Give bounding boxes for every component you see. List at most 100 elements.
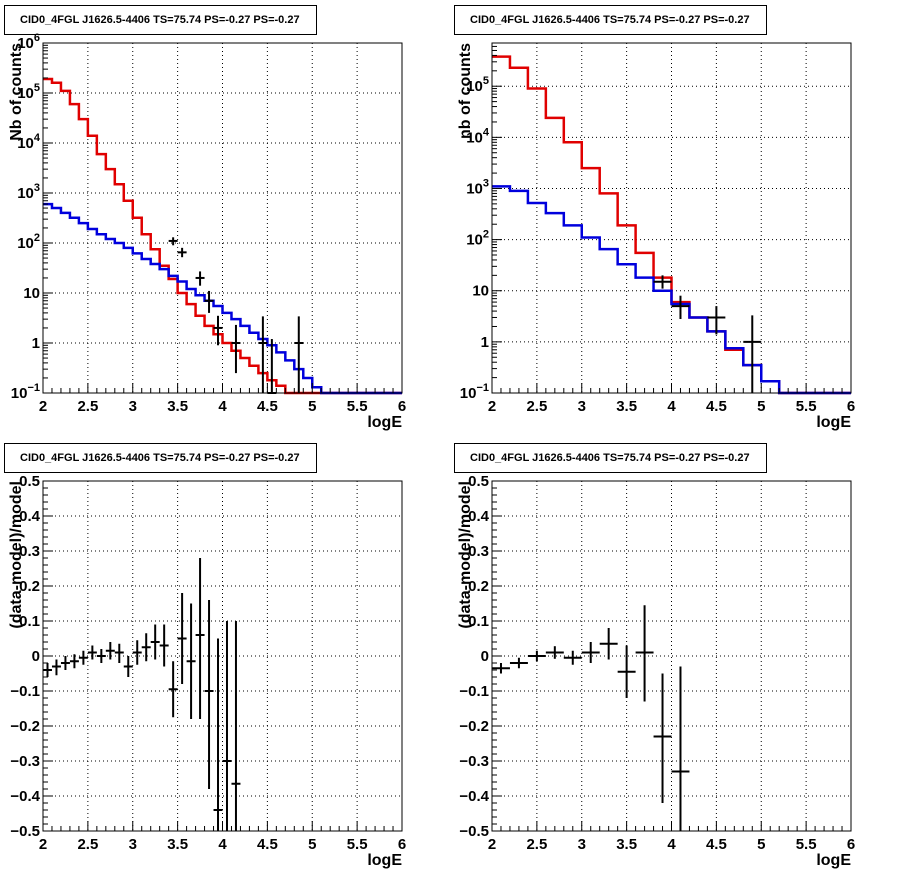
data-point [671, 666, 690, 831]
x-tick-label: 3 [578, 398, 586, 415]
y-tick-label: 103 [466, 177, 489, 197]
y-tick-exponent: 3 [34, 182, 40, 194]
x-tick-label: 5.5 [796, 398, 817, 415]
y-tick-label: −0.2 [459, 718, 489, 735]
y-tick-label: 10−1 [460, 382, 489, 402]
series-step-line-2 [492, 185, 851, 395]
data-point [653, 275, 672, 289]
chart-title-frame [4, 443, 317, 473]
data-point [563, 650, 582, 665]
y-axis-label: (data-model)/model [457, 481, 474, 629]
y-tick-exponent: −1 [27, 382, 40, 394]
y-axis-ticks [43, 480, 53, 832]
data-point [78, 650, 88, 665]
data-point [653, 673, 672, 803]
y-tick-label: 0.3 [19, 543, 40, 560]
x-tick-label: 4 [218, 398, 227, 415]
data-point [743, 315, 762, 393]
x-tick-label: 5 [308, 836, 316, 853]
x-tick-label: 3 [129, 836, 137, 853]
x-tick-label: 5 [757, 836, 765, 853]
x-tick-label: 3.5 [616, 836, 637, 853]
x-tick-label: 5.5 [347, 836, 368, 853]
y-tick-base: 10 [17, 185, 34, 202]
y-tick-label: −0.3 [459, 753, 489, 770]
data-point [222, 621, 232, 831]
data-point [96, 649, 106, 663]
y-tick-exponent: 2 [34, 232, 40, 244]
chart-panel-1: CID0_4FGL J1626.5-4406 TS=75.74 PS=-0.27… [4, 5, 406, 431]
y-tick-label: 106 [17, 32, 40, 52]
y-axis-label: (data-model)/model [8, 481, 25, 629]
chart-title-box: CID0_4FGL J1626.5-4406 TS=75.74 PS=-0.27… [454, 443, 767, 473]
x-tick-label: 4 [667, 836, 676, 853]
y-tick-label: 105 [466, 75, 489, 95]
x-tick-label: 4.5 [706, 836, 727, 853]
data-point [707, 306, 726, 335]
x-tick-label: 2.5 [526, 836, 547, 853]
y-tick-label: 103 [17, 182, 40, 202]
y-tick-base: 10 [11, 385, 28, 402]
x-axis-ticks [491, 383, 852, 393]
y-tick-label: 0.3 [468, 543, 489, 560]
y-tick-label: 105 [17, 82, 40, 102]
data-point [231, 621, 241, 831]
y-tick-label: −0.4 [459, 788, 489, 805]
y-axis-label: nb of counts [457, 43, 474, 139]
x-tick-label: 6 [847, 398, 855, 415]
y-tick-label: −0.1 [10, 683, 40, 700]
y-tick-label: 10 [23, 285, 40, 302]
y-tick-base: 10 [466, 232, 483, 249]
y-tick-exponent: 4 [34, 132, 41, 144]
x-axis-ticks [42, 821, 403, 831]
x-tick-label: 2 [39, 836, 47, 853]
y-tick-label: 10 [472, 283, 489, 300]
x-axis-label: logE [367, 414, 402, 431]
chart-title-frame [454, 443, 767, 473]
y-tick-label: 0 [32, 648, 40, 665]
y-tick-label: −0.2 [10, 718, 40, 735]
chart-title: CID0_4FGL J1626.5-4406 TS=75.74 PS=-0.27… [470, 14, 750, 26]
data-point [51, 659, 61, 676]
x-axis-ticks [42, 383, 403, 393]
x-tick-label: 4 [667, 398, 676, 415]
data-point [204, 290, 214, 313]
x-tick-label: 2.5 [77, 398, 98, 415]
data-point [168, 661, 178, 718]
y-tick-exponent: 2 [483, 229, 489, 241]
y-tick-label: 0.4 [19, 508, 41, 525]
x-tick-label: 4.5 [257, 836, 278, 853]
data-point [599, 628, 618, 660]
series-step-line-1 [43, 77, 402, 395]
data-point [186, 603, 196, 719]
y-tick-exponent: 5 [34, 82, 40, 94]
y-tick-label: 1 [481, 334, 489, 351]
y-tick-base: 10 [17, 235, 34, 252]
x-tick-label: 5 [308, 398, 316, 415]
series-errorbars [168, 237, 304, 394]
data-point [114, 643, 124, 663]
y-tick-label: −0.1 [459, 683, 489, 700]
chart-title: CID0_4FGL J1626.5-4406 TS=75.74 PS=-0.27… [470, 452, 750, 464]
series-errorbars [43, 558, 241, 831]
y-tick-label: 0.5 [19, 473, 40, 490]
y-tick-base: 10 [466, 129, 483, 146]
y-axis-ticks [43, 42, 53, 394]
x-tick-label: 3.5 [167, 398, 188, 415]
data-point [195, 558, 205, 719]
x-tick-label: 6 [398, 836, 406, 853]
x-tick-label: 2.5 [526, 398, 547, 415]
y-tick-exponent: 4 [483, 126, 490, 138]
data-point [123, 656, 133, 677]
data-point [258, 316, 268, 393]
y-tick-label: 0 [481, 648, 489, 665]
data-point [527, 650, 546, 662]
x-tick-label: 3.5 [167, 836, 188, 853]
y-tick-exponent: 5 [483, 75, 489, 87]
y-tick-label: 104 [466, 126, 490, 146]
chart-title-box: CID0_4FGL J1626.5-4406 TS=75.74 PS=-0.27… [4, 443, 317, 473]
data-point [204, 600, 214, 789]
chart-title-frame [4, 5, 317, 35]
series-errorbars [492, 605, 690, 831]
